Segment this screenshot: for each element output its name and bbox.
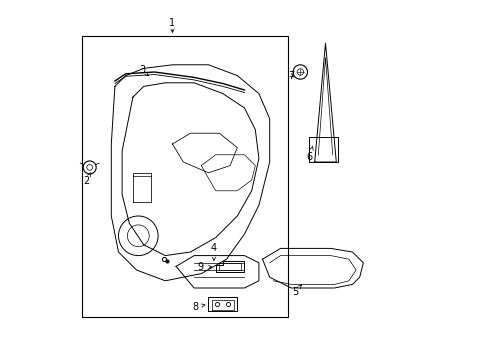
Text: 6: 6 [305,146,312,162]
Text: 4: 4 [210,243,217,261]
Text: 9: 9 [197,262,212,272]
Text: 3: 3 [139,65,148,76]
Polygon shape [314,43,336,162]
Text: 8: 8 [192,302,204,312]
Text: 7: 7 [287,71,294,81]
Text: 1: 1 [169,18,175,28]
Text: 5: 5 [291,285,301,297]
Bar [82,36,287,317]
Text: 2: 2 [83,173,91,186]
